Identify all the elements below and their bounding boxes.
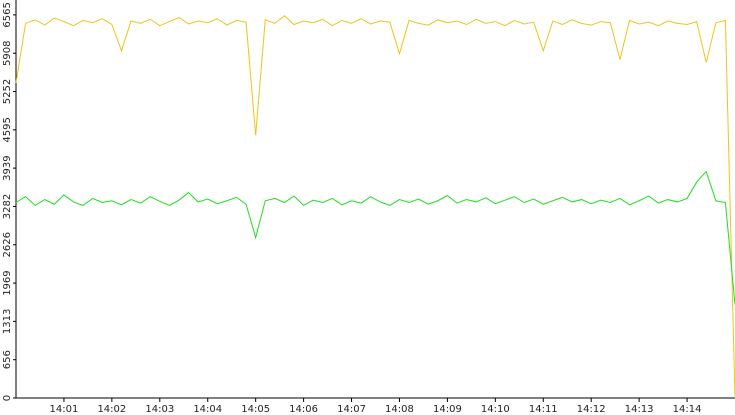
x-tick-label: 14:09 (433, 404, 462, 415)
x-tick-label: 14:11 (529, 404, 558, 415)
y-tick-label: 5908 (2, 40, 13, 65)
x-tick-label: 14:06 (289, 404, 318, 415)
y-tick-label: 656 (2, 350, 13, 369)
y-tick-label: 3939 (2, 155, 13, 180)
x-tick-label: 14:12 (577, 404, 606, 415)
x-tick-label: 14:10 (481, 404, 510, 415)
x-tick-label: 14:05 (241, 404, 270, 415)
y-tick-label: 0 (2, 395, 13, 401)
x-tick-label: 14:08 (385, 404, 414, 415)
x-tick-label: 14:02 (97, 404, 126, 415)
data-line (15, 15, 735, 399)
x-tick-label: 14:04 (193, 404, 222, 415)
x-tick-label: 14:01 (50, 404, 79, 415)
y-tick-label: 1969 (2, 270, 13, 295)
x-tick-label: 14:07 (337, 404, 366, 415)
y-tick-label: 6565 (2, 2, 13, 27)
x-tick-label: 14:03 (145, 404, 174, 415)
y-tick-label: 4595 (2, 117, 13, 142)
y-tick-label: 2626 (2, 232, 13, 257)
data-line (15, 170, 735, 305)
x-tick-label: 14:13 (625, 404, 654, 415)
y-tick-label: 1313 (2, 309, 13, 334)
y-tick-label: 5252 (2, 79, 13, 104)
y-tick-label: 3282 (2, 194, 13, 219)
x-tick-label: 14:14 (673, 404, 702, 415)
